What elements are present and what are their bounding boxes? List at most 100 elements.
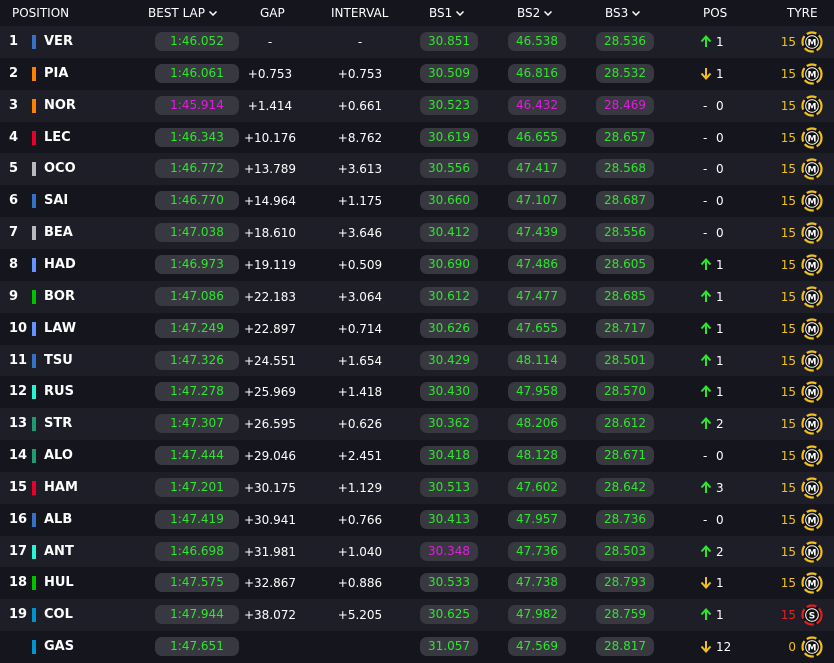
- tyre-compound-letter: M: [808, 262, 817, 272]
- best-lap-time: 1:47.201: [155, 477, 239, 497]
- gap-to-leader: -: [267, 35, 273, 49]
- position-change: 1: [716, 289, 724, 304]
- best-lap-time: 1:47.444: [155, 446, 239, 466]
- gap-to-leader: +1.414: [247, 98, 293, 113]
- tyre-age: 15: [780, 130, 796, 145]
- table-row[interactable]: 5 OCO 1:46.772 +13.789 +3.613 30.556 47.417 28.…: [0, 153, 834, 186]
- position-number: 13: [9, 416, 28, 432]
- best-sector-2: 47.569: [508, 637, 566, 657]
- table-row[interactable]: 9 BOR 1:47.086 +22.183 +3.064 30.612 47.477 28.…: [0, 280, 834, 313]
- position-change: 0: [716, 226, 724, 241]
- table-row[interactable]: 15 HAM 1:47.201 +30.175 +1.129 30.513 47.602 28…: [0, 471, 834, 504]
- position-number: 7: [9, 225, 19, 241]
- table-row[interactable]: 7 BEA 1:47.038 +18.610 +3.646 30.412 47.439 28.…: [0, 217, 834, 250]
- best-sector-1: 30.513: [420, 477, 478, 497]
- table-row[interactable]: 2 PIA 1:46.061 +0.753 +0.753 30.509 46.816 28.5…: [0, 57, 834, 90]
- table-row[interactable]: GAS 1:47.651 31.057 47.569 28.817 12 0 M: [0, 631, 834, 663]
- best-sector-1: 30.851: [420, 32, 478, 51]
- timing-header: POSITION BEST LAP GAP INTERVAL BS1 BS2 B…: [0, 0, 834, 26]
- no-change-dash-icon: -: [703, 512, 708, 527]
- col-bs2-header[interactable]: BS2: [517, 0, 553, 26]
- interval-to-ahead: +8.762: [337, 130, 383, 145]
- tyre-compound-icon: M: [801, 540, 823, 563]
- tyre-compound-letter: M: [808, 453, 817, 463]
- table-row[interactable]: 19 COL 1:47.944 +38.072 +5.205 30.625 47.982 28…: [0, 599, 834, 632]
- col-bs3-header[interactable]: BS3: [605, 0, 641, 26]
- interval-to-ahead: +2.451: [337, 449, 383, 464]
- table-row[interactable]: 18 HUL 1:47.575 +32.867 +0.886 30.533 47.738 28…: [0, 567, 834, 600]
- driver-code: COL: [44, 607, 73, 623]
- best-sector-3: 28.503: [596, 541, 654, 561]
- team-color-bar: [32, 544, 36, 559]
- no-change-dash-icon: -: [703, 130, 708, 145]
- table-row[interactable]: 12 RUS 1:47.278 +25.969 +1.418 30.430 47.958 28…: [0, 376, 834, 409]
- team-color-bar: [32, 98, 36, 113]
- arrow-up-icon: [700, 544, 712, 557]
- tyre-age: 15: [780, 576, 796, 591]
- tyre-compound-icon: M: [801, 286, 823, 308]
- table-row[interactable]: 14 ALO 1:47.444 +29.046 +2.451 30.418 48.128 28…: [0, 440, 834, 473]
- tyre-compound-icon: M: [801, 95, 823, 117]
- table-row[interactable]: 10 LAW 1:47.249 +22.897 +0.714 30.626 47.655 28…: [0, 312, 834, 345]
- tyre-compound-icon: M: [801, 381, 823, 403]
- tyre-compound-letter: M: [808, 389, 817, 399]
- position-number: 9: [9, 288, 19, 304]
- interval-to-ahead: +0.886: [337, 576, 383, 591]
- driver-code: HAM: [44, 479, 78, 495]
- table-row[interactable]: 13 STR 1:47.307 +26.595 +0.626 30.362 48.206 28…: [0, 408, 834, 441]
- no-change-dash-icon: -: [703, 162, 708, 177]
- best-sector-3: 28.612: [596, 414, 654, 434]
- driver-code: SAI: [44, 193, 69, 209]
- interval-to-ahead: +0.661: [337, 98, 383, 113]
- col-bs1-header[interactable]: BS1: [429, 0, 465, 26]
- best-sector-2: 47.738: [508, 573, 566, 593]
- tyre-age: 15: [780, 417, 796, 432]
- table-row[interactable]: 11 TSU 1:47.326 +24.551 +1.654 30.429 48.114 28…: [0, 344, 834, 377]
- table-row[interactable]: 4 LEC 1:46.343 +10.176 +8.762 30.619 46.655 28.…: [0, 121, 834, 154]
- bs3-header-label: BS3: [605, 6, 629, 20]
- interval-to-ahead: +0.714: [337, 321, 383, 336]
- table-row[interactable]: 8 HAD 1:46.973 +19.119 +0.509 30.690 47.486 28.…: [0, 248, 834, 281]
- gap-to-leader: +30.941: [243, 512, 297, 527]
- gap-to-leader: +25.969: [243, 385, 297, 400]
- arrow-down-icon: [700, 641, 712, 654]
- team-color-bar: [32, 66, 36, 81]
- tyre-age: 15: [780, 353, 796, 368]
- team-color-bar: [32, 480, 36, 495]
- tyre-age: 15: [780, 194, 796, 209]
- table-row[interactable]: 3 NOR 1:45.914 +1.414 +0.661 30.523 46.432 28.4…: [0, 89, 834, 122]
- best-sector-2: 47.477: [508, 286, 566, 306]
- position-change: 0: [716, 130, 724, 145]
- best-sector-2: 47.982: [508, 605, 566, 625]
- tyre-compound-letter: M: [808, 325, 817, 335]
- position-number: 10: [9, 320, 28, 336]
- best-sector-2: 47.107: [508, 191, 566, 211]
- gap-to-leader: +24.551: [243, 353, 297, 368]
- best-sector-1: 30.362: [420, 414, 478, 434]
- driver-code: TSU: [44, 352, 73, 368]
- tyre-compound-icon: M: [801, 572, 823, 595]
- position-change: 1: [716, 385, 724, 400]
- best-sector-3: 28.570: [596, 382, 654, 402]
- best-sector-2: 47.439: [508, 223, 566, 243]
- team-color-bar: [32, 640, 36, 655]
- gap-to-leader: +22.897: [243, 321, 297, 336]
- driver-code: PIA: [44, 65, 69, 81]
- best-sector-3: 28.642: [596, 477, 654, 497]
- team-color-bar: [32, 194, 36, 209]
- col-best-lap-header[interactable]: BEST LAP: [148, 0, 217, 26]
- team-color-bar: [32, 449, 36, 464]
- position-number: 2: [9, 65, 19, 81]
- chevron-down-icon: [632, 11, 641, 16]
- position-number: 17: [9, 543, 28, 559]
- best-sector-3: 28.469: [596, 95, 654, 115]
- table-row[interactable]: 17 ANT 1:46.698 +31.981 +1.040 30.348 47.736 28…: [0, 535, 834, 568]
- tyre-age: 15: [780, 66, 796, 81]
- position-number: 16: [9, 511, 28, 527]
- table-row[interactable]: 1 VER 1:46.052 - - 30.851 46.538 28.536 1 15 M: [0, 26, 834, 58]
- tyre-compound-icon: M: [801, 509, 823, 531]
- table-row[interactable]: 6 SAI 1:46.770 +14.964 +1.175 30.660 47.107 28.…: [0, 185, 834, 218]
- best-lap-time: 1:46.061: [155, 63, 239, 83]
- table-row[interactable]: 16 ALB 1:47.419 +30.941 +0.766 30.413 47.957 28…: [0, 503, 834, 536]
- driver-code: ALB: [44, 511, 73, 527]
